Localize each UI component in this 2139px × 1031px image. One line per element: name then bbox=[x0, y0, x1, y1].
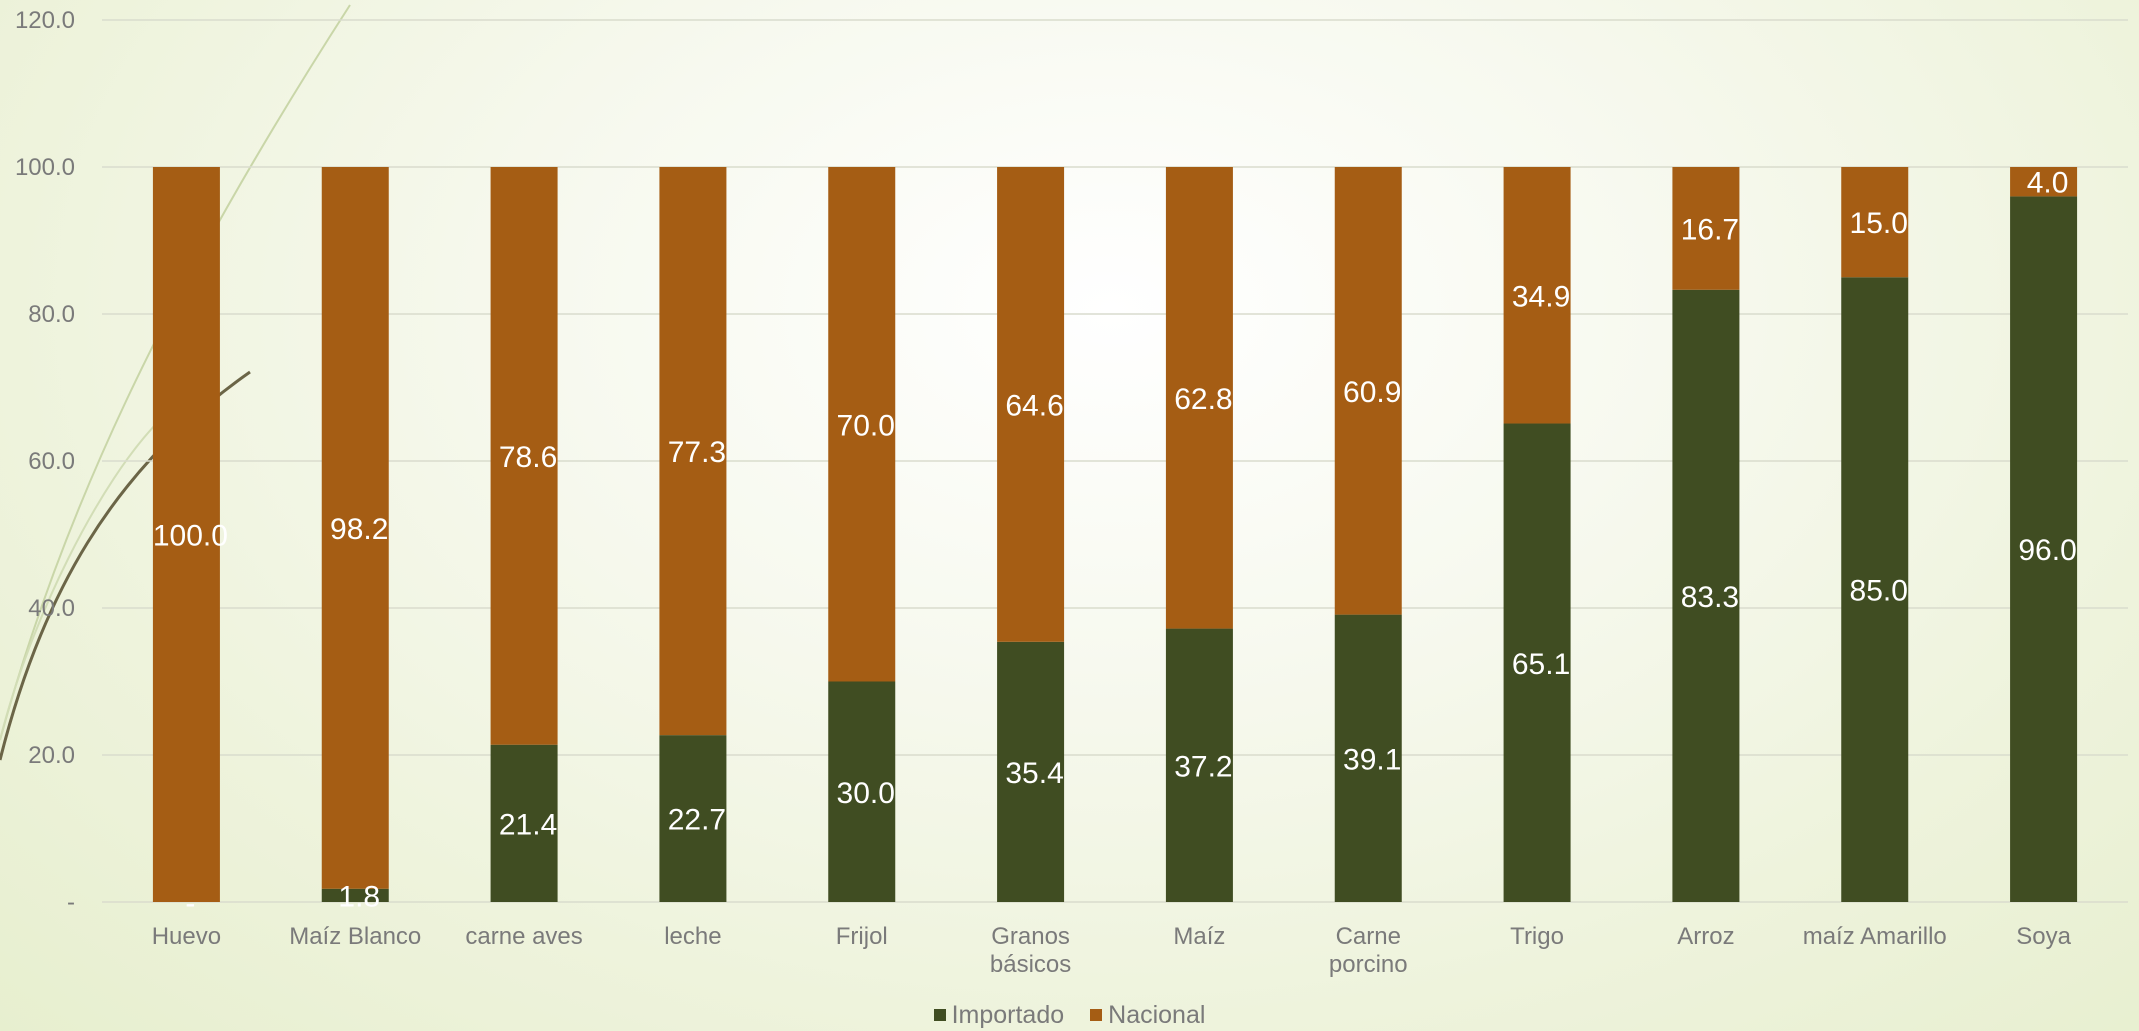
x-tick-label: Granos bbox=[991, 923, 1070, 950]
data-label-nacional: 16.7 bbox=[1681, 213, 1739, 246]
bar-importado bbox=[2010, 196, 2078, 902]
x-tick-label: carne aves bbox=[465, 923, 582, 950]
bar-nacional bbox=[1503, 167, 1571, 424]
data-label-nacional: 70.0 bbox=[837, 409, 895, 442]
bar-importado bbox=[1503, 423, 1571, 902]
y-tick-label: - bbox=[67, 889, 75, 916]
legend-label-importado: Importado bbox=[951, 1000, 1065, 1029]
data-label-nacional: 60.9 bbox=[1343, 376, 1401, 409]
decorative-curve bbox=[0, 419, 161, 741]
bar-nacional bbox=[1841, 167, 1909, 278]
y-tick-label: 100.0 bbox=[15, 154, 75, 181]
x-tick-label: leche bbox=[664, 923, 721, 950]
data-label-importado: 1.8 bbox=[338, 880, 380, 913]
data-label-importado: 39.1 bbox=[1343, 743, 1401, 776]
data-label-importado: 35.4 bbox=[1005, 757, 1063, 790]
y-axis: - 20.0 40.0 60.0 80.0 100.0 120.0 bbox=[15, 7, 75, 916]
x-axis: Huevo Maíz Blanco carne aves leche Frijol Gra… bbox=[152, 923, 2072, 978]
bar-nacional bbox=[321, 167, 389, 889]
bar-nacional bbox=[490, 167, 558, 745]
bar-nacional bbox=[997, 167, 1065, 642]
legend-item-nacional: Nacional bbox=[1090, 1001, 1205, 1030]
gridlines bbox=[102, 19, 2128, 903]
data-label-importado: - bbox=[185, 887, 195, 920]
x-tick-label: Huevo bbox=[152, 923, 221, 950]
bar-nacional bbox=[659, 167, 727, 736]
x-tick-label: porcino bbox=[1329, 951, 1408, 978]
x-tick-label: Arroz bbox=[1677, 923, 1734, 950]
bar-importado bbox=[1334, 614, 1402, 902]
legend-item-importado: Importado bbox=[933, 1000, 1065, 1030]
x-tick-label: básicos bbox=[990, 951, 1071, 978]
bar-nacional bbox=[2010, 167, 2078, 197]
bar-nacional bbox=[152, 167, 220, 902]
data-label-nacional: 64.6 bbox=[1005, 389, 1063, 422]
y-tick-label: 120.0 bbox=[15, 7, 75, 34]
bar-importado bbox=[490, 744, 558, 902]
x-tick-label: Maíz Blanco bbox=[289, 923, 421, 950]
x-tick-label: maíz Amarillo bbox=[1803, 923, 1947, 950]
x-tick-label: Carne bbox=[1336, 923, 1401, 950]
legend: Importado Nacional bbox=[0, 1000, 2139, 1030]
bar-nacional bbox=[828, 167, 896, 682]
data-label-importado: 65.1 bbox=[1512, 648, 1570, 681]
data-label-importado: 96.0 bbox=[2018, 534, 2076, 567]
x-tick-label: Trigo bbox=[1510, 923, 1564, 950]
data-label-nacional: 77.3 bbox=[668, 436, 726, 469]
data-label-nacional: 15.0 bbox=[1850, 207, 1908, 240]
x-tick-label: Soya bbox=[2016, 923, 2071, 950]
bar-nacional bbox=[1165, 167, 1233, 629]
data-label-importado: 37.2 bbox=[1174, 750, 1232, 783]
bar-importado bbox=[997, 641, 1065, 902]
data-label-importado: 83.3 bbox=[1681, 581, 1739, 614]
data-label-importado: 21.4 bbox=[499, 808, 557, 841]
data-label-nacional: 100.0 bbox=[153, 520, 228, 553]
y-tick-label: 40.0 bbox=[28, 595, 75, 622]
y-tick-label: 20.0 bbox=[28, 742, 75, 769]
data-label-nacional: 34.9 bbox=[1512, 280, 1570, 313]
bar-importado bbox=[1672, 289, 1740, 902]
y-tick-label: 80.0 bbox=[28, 301, 75, 328]
bar-importado bbox=[1165, 628, 1233, 902]
data-label-importado: 22.7 bbox=[668, 804, 726, 837]
bar-importado bbox=[1841, 277, 1909, 902]
data-label-nacional: 98.2 bbox=[330, 513, 388, 546]
decorative-curve bbox=[0, 4, 351, 741]
legend-swatch-nacional bbox=[1090, 1009, 1103, 1021]
bar-nacional bbox=[1334, 167, 1402, 615]
data-label-importado: 30.0 bbox=[837, 777, 895, 810]
data-label-nacional: 62.8 bbox=[1174, 383, 1232, 416]
bar-importado bbox=[659, 735, 727, 902]
bar-nacional bbox=[1672, 167, 1740, 290]
data-labels: - 100.0 1.8 98.2 21.4 78.6 22.7 77.3 30.0 70.0 35.… bbox=[153, 167, 2077, 920]
x-tick-label: Frijol bbox=[836, 923, 888, 950]
legend-label-nacional: Nacional bbox=[1108, 1000, 1206, 1029]
x-tick-label: Maíz bbox=[1173, 923, 1225, 950]
bars bbox=[152, 167, 2078, 902]
bar-importado bbox=[321, 888, 389, 902]
y-tick-label: 60.0 bbox=[28, 448, 75, 475]
legend-swatch-importado bbox=[933, 1009, 946, 1021]
data-label-nacional: 4.0 bbox=[2027, 167, 2069, 200]
data-label-importado: 85.0 bbox=[1850, 575, 1908, 608]
data-label-nacional: 78.6 bbox=[499, 441, 557, 474]
bar-importado bbox=[828, 681, 896, 902]
